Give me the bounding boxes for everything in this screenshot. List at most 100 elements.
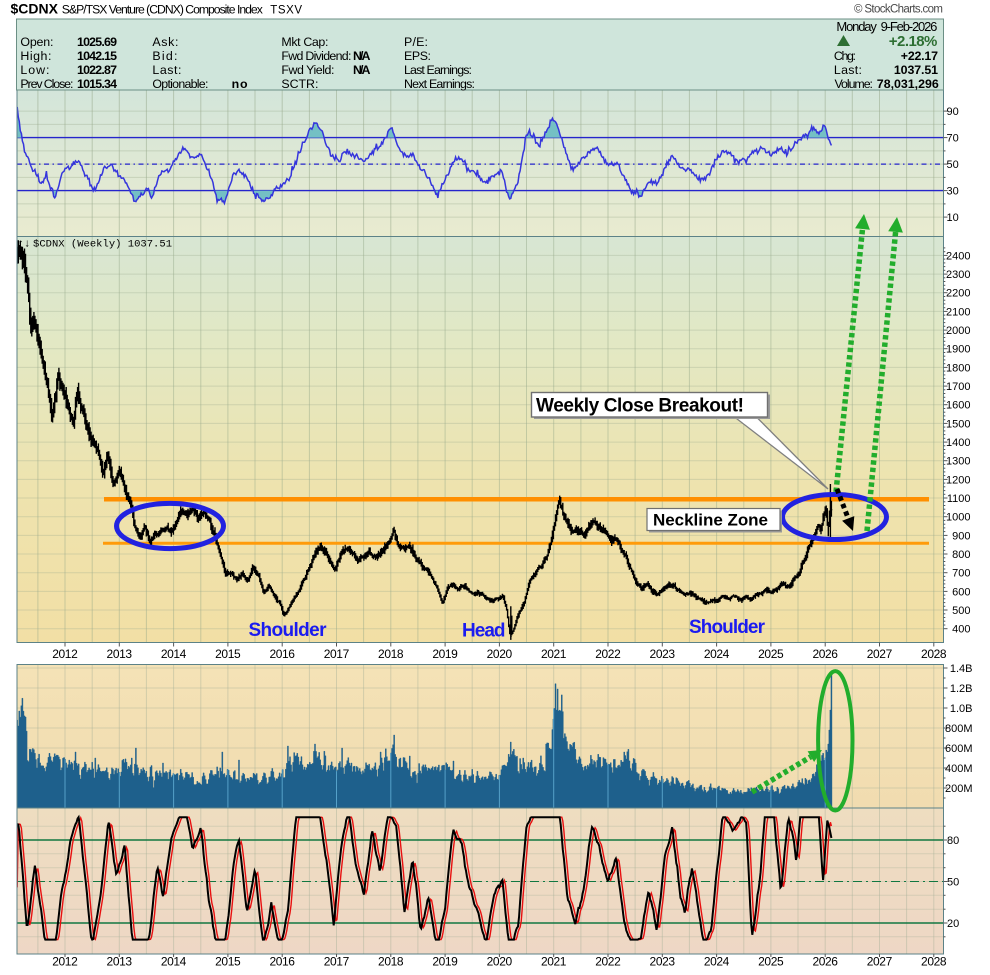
svg-text:2012: 2012 [52,647,78,661]
svg-text:1.0B: 1.0B [950,703,973,715]
svg-text:Monday 9-Feb-2026: Monday 9-Feb-2026 [836,19,937,34]
svg-text:20: 20 [947,918,959,930]
svg-text:2012: 2012 [52,955,78,969]
svg-text:1600: 1600 [946,400,970,412]
svg-text:no: no [232,77,248,91]
svg-text:1037.51: 1037.51 [894,63,938,77]
svg-text:Shoulder: Shoulder [689,617,766,638]
svg-text:2023: 2023 [650,647,676,661]
svg-text:2300: 2300 [946,269,970,281]
svg-text:2015: 2015 [215,955,241,969]
svg-text:1022.87: 1022.87 [77,63,117,77]
svg-text:$CDNX: $CDNX [11,1,59,17]
svg-text:N/A: N/A [353,63,371,77]
svg-text:2016: 2016 [269,647,295,661]
svg-text:2027: 2027 [867,647,893,661]
svg-text:EPS:: EPS: [404,49,431,63]
svg-text:1300: 1300 [946,456,970,468]
svg-text:Chg:: Chg: [834,49,856,63]
svg-text:2024: 2024 [704,647,730,661]
svg-text:2016: 2016 [269,955,295,969]
svg-text:400M: 400M [945,763,973,775]
svg-text:1.4B: 1.4B [950,663,973,675]
svg-text:Ask:: Ask: [152,35,178,49]
svg-text:2024: 2024 [704,955,730,969]
svg-text:2018: 2018 [378,647,404,661]
svg-text:2014: 2014 [161,955,187,969]
svg-text:$CDNX (Weekly) 1037.51: $CDNX (Weekly) 1037.51 [33,239,172,251]
svg-text:2027: 2027 [867,955,893,969]
svg-text:10: 10 [947,212,959,224]
svg-text:Prev Close:: Prev Close: [20,77,73,91]
svg-text:Neckline Zone: Neckline Zone [653,511,768,530]
svg-text:1400: 1400 [946,437,970,449]
svg-text:N/A: N/A [353,49,371,63]
svg-text:2013: 2013 [107,955,133,969]
svg-text:2022: 2022 [595,647,621,661]
svg-text:2028: 2028 [921,955,947,969]
svg-text:800: 800 [952,549,970,561]
svg-text:TSXV: TSXV [270,5,302,17]
svg-text:1500: 1500 [946,418,970,430]
svg-text:400: 400 [952,624,970,636]
svg-text:P/E:: P/E: [404,35,428,49]
svg-text:Fwd Dividend:: Fwd Dividend: [281,49,351,63]
svg-text:+22.17: +22.17 [901,49,938,63]
svg-text:© StockCharts.com: © StockCharts.com [854,4,943,16]
svg-text:2018: 2018 [378,955,404,969]
svg-text:2200: 2200 [946,288,970,300]
svg-text:1800: 1800 [946,362,970,374]
svg-text:2021: 2021 [541,647,567,661]
svg-text:1042.15: 1042.15 [77,49,117,63]
svg-text:700: 700 [952,568,970,580]
svg-text:2400: 2400 [946,250,970,262]
svg-text:500: 500 [952,605,970,617]
svg-text:1200: 1200 [946,474,970,486]
svg-text:600: 600 [952,586,970,598]
svg-text:2015: 2015 [215,647,241,661]
svg-text:2017: 2017 [324,955,350,969]
svg-text:50: 50 [947,159,959,171]
svg-text:900: 900 [952,530,970,542]
svg-text:2017: 2017 [324,647,350,661]
svg-text:30: 30 [947,186,959,198]
svg-text:50: 50 [947,877,959,889]
svg-text:200M: 200M [945,783,973,795]
svg-text:2025: 2025 [758,955,784,969]
svg-text:Shoulder: Shoulder [249,620,328,641]
svg-text:2026: 2026 [812,955,838,969]
svg-text:2020: 2020 [487,647,513,661]
svg-text:2021: 2021 [541,955,567,969]
svg-text:90: 90 [947,106,959,118]
svg-text:Low:: Low: [20,63,49,77]
svg-text:Last:: Last: [152,63,181,77]
svg-text:2020: 2020 [487,955,513,969]
svg-text:High:: High: [20,49,51,63]
svg-text:2014: 2014 [161,647,187,661]
svg-text:2019: 2019 [432,647,458,661]
svg-text:70: 70 [947,133,959,145]
svg-text:+2.18%: +2.18% [889,33,938,50]
svg-text:2023: 2023 [650,955,676,969]
svg-text:Mkt Cap:: Mkt Cap: [281,35,328,49]
svg-text:Last:: Last: [834,63,862,77]
svg-text:2000: 2000 [946,325,970,337]
svg-text:1700: 1700 [946,381,970,393]
svg-text:2019: 2019 [432,955,458,969]
svg-text:1900: 1900 [946,344,970,356]
svg-text:Last Earnings:: Last Earnings: [404,63,472,77]
svg-text:2100: 2100 [946,306,970,318]
svg-text:2013: 2013 [107,647,133,661]
svg-text:2025: 2025 [758,647,784,661]
svg-text:2026: 2026 [812,647,838,661]
svg-text:Volume:: Volume: [835,77,874,91]
svg-text:1015.34: 1015.34 [77,77,117,91]
svg-text:600M: 600M [945,743,973,755]
svg-text:2028: 2028 [921,647,947,661]
svg-text:2022: 2022 [595,955,621,969]
svg-text:1100: 1100 [947,493,971,505]
svg-text:Fwd Yield:: Fwd Yield: [281,63,334,77]
svg-text:Optionable:: Optionable: [152,77,208,91]
svg-text:Next Earnings:: Next Earnings: [404,77,475,91]
svg-text:800M: 800M [945,723,973,735]
